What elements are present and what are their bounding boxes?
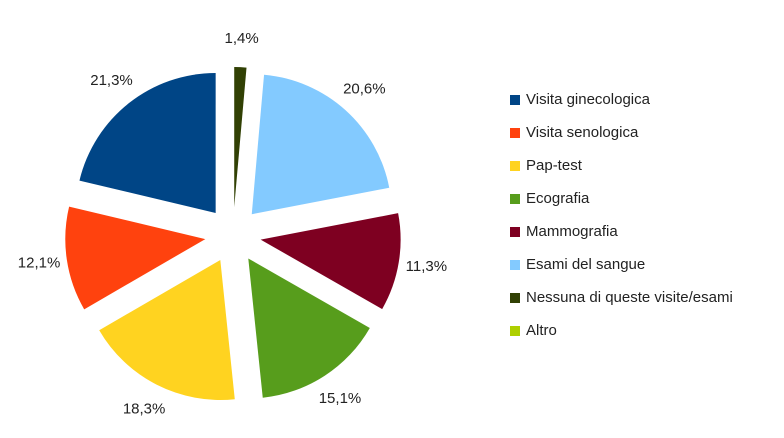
pie-slice — [65, 206, 206, 310]
legend-label: Altro — [526, 322, 557, 339]
pie-slice — [99, 259, 235, 400]
pie-slice — [79, 73, 216, 214]
legend-label: Esami del sangue — [526, 256, 645, 273]
data-label: 15,1% — [319, 390, 362, 407]
pie-slice — [251, 74, 390, 215]
legend-label: Visita senologica — [526, 124, 639, 141]
legend-swatch — [510, 128, 520, 138]
legend-label: Mammografia — [526, 223, 618, 240]
legend-swatch — [510, 227, 520, 237]
legend-swatch — [510, 95, 520, 105]
legend-label: Nessuna di queste visite/esami — [526, 289, 733, 306]
data-label: 12,1% — [18, 254, 61, 271]
pie-slice — [234, 67, 247, 208]
data-label: 20,6% — [343, 80, 386, 97]
data-label: 11,3% — [406, 258, 447, 275]
legend-swatch — [510, 260, 520, 270]
data-label: 21,3% — [90, 72, 133, 89]
legend-swatch — [510, 293, 520, 303]
legend-swatch — [510, 326, 520, 336]
data-label: 1,4% — [225, 30, 259, 47]
legend-label: Visita ginecologica — [526, 91, 651, 108]
legend-label: Ecografia — [526, 190, 590, 207]
legend-label: Pap-test — [526, 157, 583, 174]
legend-swatch — [510, 161, 520, 171]
data-label: 18,3% — [123, 401, 166, 418]
pie-slice — [260, 213, 401, 310]
legend-swatch — [510, 194, 520, 204]
pie-slice — [248, 258, 370, 398]
